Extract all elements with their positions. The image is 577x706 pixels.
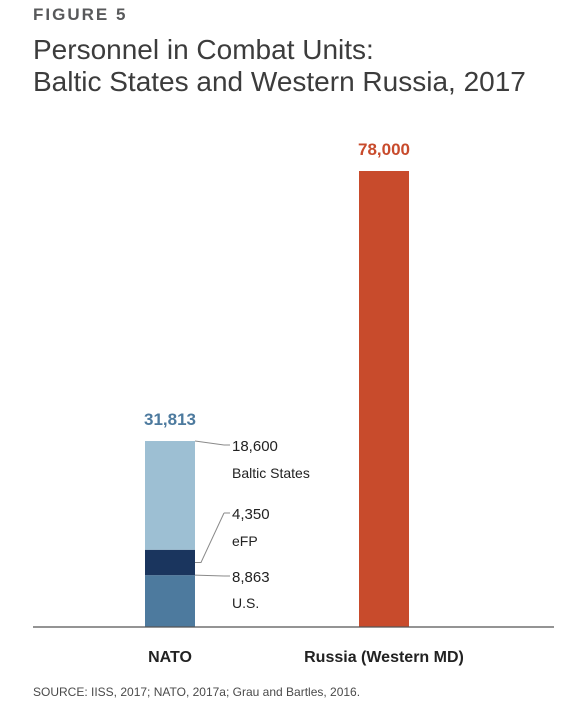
chart-title-line-2: Baltic States and Western Russia, 2017 xyxy=(33,66,526,97)
leader-line xyxy=(195,512,225,563)
leader-line xyxy=(194,574,225,577)
chart-title-line-1: Personnel in Combat Units: xyxy=(33,34,374,65)
bar-segment-us xyxy=(145,575,195,627)
label-us-name: U.S. xyxy=(232,595,259,611)
category-label: Russia (Western MD) xyxy=(304,649,464,666)
label-efp-name: eFP xyxy=(232,533,258,549)
figure-label: FIGURE 5 xyxy=(33,5,128,24)
source-note: SOURCE: IISS, 2017; NATO, 2017a; Grau an… xyxy=(33,685,361,699)
label-baltic-states-name: Baltic States xyxy=(232,465,310,481)
leader-line xyxy=(194,440,225,446)
bar-segment-efp xyxy=(145,549,195,576)
bar-segment-baltic-states xyxy=(145,441,195,550)
label-us-value: 8,863 xyxy=(232,569,270,586)
label-efp-value: 4,350 xyxy=(232,506,270,523)
category-label: NATO xyxy=(148,649,192,666)
total-label: 31,813 xyxy=(144,410,196,429)
bar-russia xyxy=(359,171,409,627)
label-baltic-states-value: 18,600 xyxy=(232,438,278,455)
total-label: 78,000 xyxy=(358,140,410,159)
